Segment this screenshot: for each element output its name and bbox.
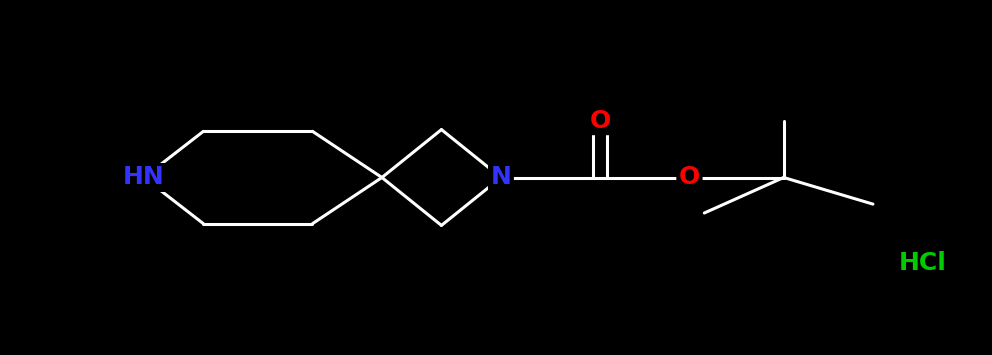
Text: HCl: HCl [899,251,946,275]
Text: N: N [490,165,512,190]
Text: HN: HN [123,165,165,190]
Text: O: O [589,109,611,133]
Text: O: O [679,165,700,190]
